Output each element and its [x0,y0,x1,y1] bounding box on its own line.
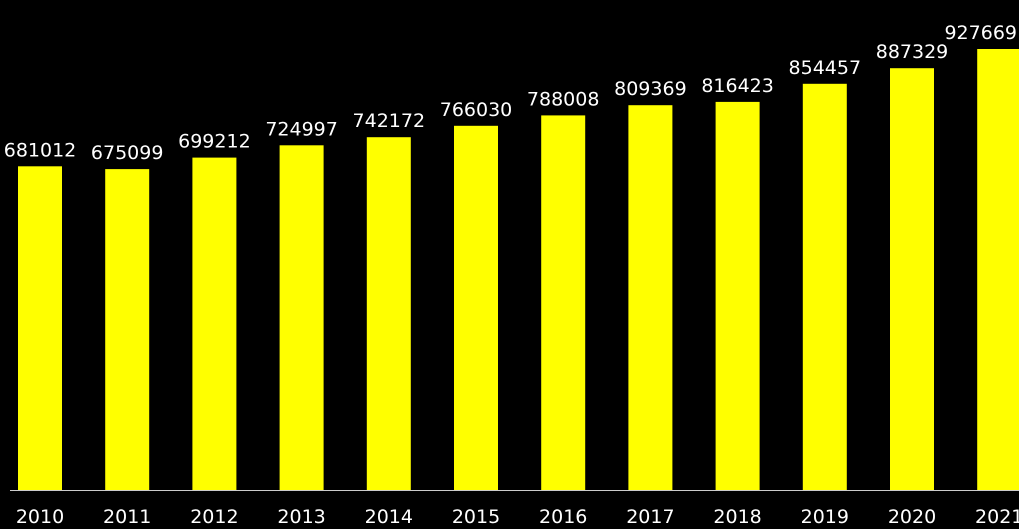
bar-2019 [802,83,847,491]
x-tick-label-2017: 2017 [626,506,674,528]
value-label-2016: 788008 [527,88,600,110]
x-tick-label-2019: 2019 [801,506,849,528]
bar-2011 [105,169,150,490]
bar-2020 [890,68,934,490]
value-label-2013: 724997 [265,118,338,140]
bar-2016 [541,115,586,491]
value-label-2020: 887329 [876,41,949,63]
bar-2014 [366,137,411,490]
x-tick-label-2020: 2020 [888,506,936,528]
value-label-2019: 854457 [789,57,862,79]
value-label-2012: 699212 [178,131,251,153]
x-tick-label-2012: 2012 [190,506,238,528]
value-label-2011: 675099 [91,142,164,164]
bar-2015 [454,125,498,491]
value-label-2010: 681012 [4,139,77,161]
bars-group [18,49,1019,491]
x-tick-label-2013: 2013 [277,506,325,528]
x-tick-labels-group: 2010 2011 2012 2013 2014 2015 2016 2017 2018 2019… [16,506,1019,528]
value-label-2015: 766030 [440,99,513,121]
bar-2010 [18,166,62,491]
bar-2017 [628,105,673,490]
x-tick-label-2015: 2015 [452,506,500,528]
x-tick-label-2021: 2021 [975,506,1019,528]
value-label-2018: 816423 [701,75,774,97]
x-tick-label-2010: 2010 [16,506,64,528]
bar-2012 [192,157,237,490]
value-label-2021: 927669 [944,22,1017,44]
value-label-2017: 809369 [614,78,687,100]
value-labels-group: 681012 675099 699212 724997 742172 766030 7880… [4,22,1017,164]
x-tick-label-2018: 2018 [713,506,761,528]
value-label-2014: 742172 [353,110,426,132]
x-tick-label-2014: 2014 [365,506,413,528]
bar-2021 [977,49,1019,490]
x-tick-label-2016: 2016 [539,506,587,528]
bar-2018 [715,101,760,491]
bar-2013 [279,145,324,491]
x-tick-label-2011: 2011 [103,506,151,528]
